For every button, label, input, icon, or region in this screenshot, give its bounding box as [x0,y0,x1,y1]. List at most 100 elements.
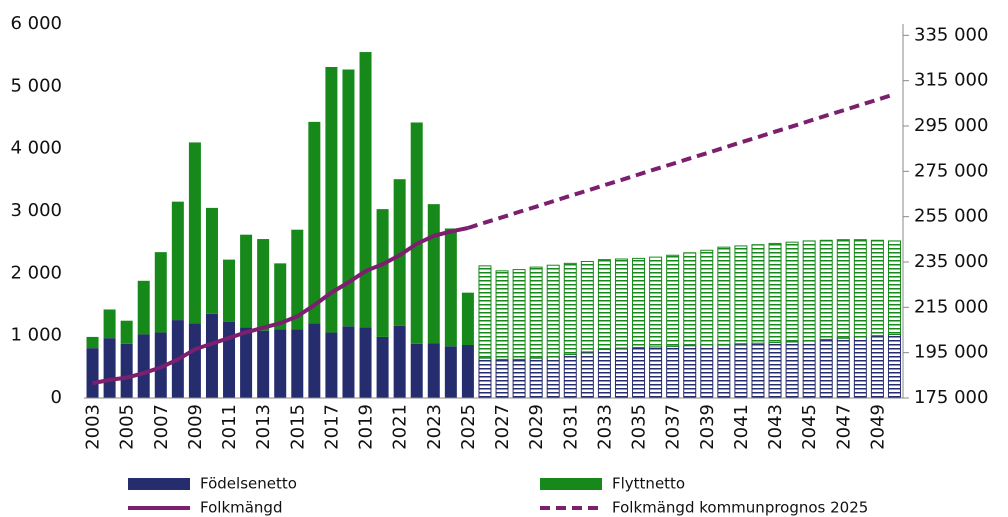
bar [580,260,594,353]
bar [495,358,509,399]
bar [342,326,355,398]
legend-label: Folkmängd kommunprognos 2025 [612,499,868,517]
bar [666,345,680,399]
bar [461,345,474,398]
bar [137,334,150,398]
bar [717,343,731,399]
bar [529,266,543,359]
y2-tick-label: 195 000 [914,342,988,363]
bar [274,329,287,398]
bar [120,343,133,398]
bar [171,201,184,321]
bar [802,340,816,399]
x-tick-label: 2029 [526,404,547,450]
bar [223,259,236,322]
bar [495,270,509,360]
bar [751,244,765,344]
bar [478,357,492,399]
bar [478,265,492,359]
bar [887,333,901,399]
bar [291,329,304,398]
x-tick-label: 2019 [356,404,377,450]
bar [734,245,748,345]
bar [427,343,440,398]
bar [188,323,201,398]
bar [512,269,526,360]
y-tick-label: 2 000 [10,262,62,283]
bar [325,67,338,333]
bar [103,338,116,398]
x-tick-label: 2025 [458,404,479,450]
bar [666,254,680,347]
bar [86,348,99,398]
x-tick-label: 2035 [629,404,650,450]
x-tick-label: 2011 [219,404,240,450]
bar [376,209,389,337]
bar [137,280,150,335]
bar [205,313,218,398]
x-tick-label: 2043 [765,404,786,450]
y-tick-label: 6 000 [10,13,62,34]
x-tick-label: 2005 [117,404,138,450]
legend-swatch [128,478,190,490]
x-tick-label: 2041 [731,404,752,450]
bar [274,263,287,330]
x-tick-label: 2037 [663,404,684,450]
legend-swatch [540,478,602,490]
bar [410,122,423,344]
bar [188,142,201,324]
line [92,226,469,386]
bar [802,240,816,342]
bar [205,207,218,314]
bar [836,337,850,399]
bar [853,239,867,338]
bar [649,256,663,348]
bar [257,239,270,331]
x-tick-label: 2009 [185,404,206,450]
bar [768,242,782,344]
y-tick-label: 5 000 [10,75,62,96]
y2-tick-label: 255 000 [914,206,988,227]
x-tick-label: 2023 [424,404,445,450]
y-tick-label: 0 [51,387,62,408]
x-tick-label: 2049 [867,404,888,450]
bar [819,239,833,340]
bar [223,321,236,398]
bar [632,257,646,349]
bar [785,341,799,399]
bar [308,323,321,398]
bar [597,348,611,399]
bar [86,336,99,349]
bar [308,121,321,324]
y-tick-label: 4 000 [10,138,62,159]
bar [359,52,372,328]
y2-tick-label: 175 000 [914,387,988,408]
bar [649,346,663,399]
bar [410,343,423,398]
bar [393,179,406,326]
legend-label: Födelsenetto [200,475,297,493]
bar [359,327,372,398]
x-tick-label: 2015 [287,404,308,450]
y2-tick-label: 235 000 [914,251,988,272]
bar [836,239,850,339]
x-tick-label: 2047 [833,404,854,450]
bar [444,228,457,347]
bar [240,234,253,328]
bar [461,292,474,346]
bar [563,353,577,399]
bar [291,229,304,330]
bar [751,342,765,399]
bar [427,204,440,344]
bar [853,336,867,399]
x-tick-label: 2017 [321,404,342,450]
x-tick-label: 2007 [151,404,172,450]
bar [614,258,628,349]
x-tick-label: 2033 [594,404,615,450]
bar [870,335,884,399]
y2-tick-label: 275 000 [914,160,988,181]
bar [120,320,133,344]
x-tick-label: 2003 [83,404,104,450]
x-tick-label: 2045 [799,404,820,450]
